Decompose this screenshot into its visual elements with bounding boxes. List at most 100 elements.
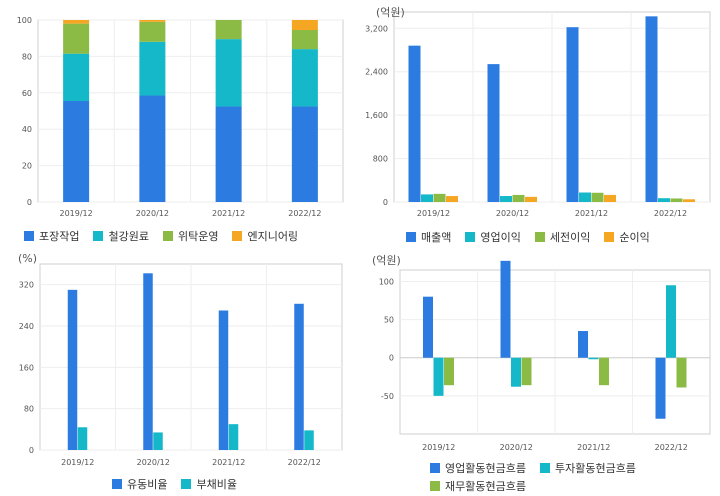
bar: [63, 20, 90, 24]
bar: [218, 310, 229, 450]
legend-swatch: [539, 463, 550, 473]
bar: [525, 196, 537, 202]
y-tick-label: 160: [19, 363, 34, 372]
y-tick-label: 100: [379, 277, 394, 286]
chart-ratios: (%) 0 80 160 240 320 2019/12 2020/12 2021/12 202…: [0, 252, 350, 496]
bar: [655, 357, 666, 419]
x-tick-label: 2021/12: [577, 443, 610, 452]
legend-label: 세전이익: [549, 231, 591, 244]
bar: [228, 424, 239, 450]
y-tick-label: 80: [22, 52, 32, 61]
bar: [591, 192, 604, 202]
x-tick-label: 2019/12: [61, 458, 94, 467]
y-tick-label: 800: [373, 155, 388, 164]
legend-swatch: [406, 232, 416, 242]
chart-business-mix: 0 20 40 60 80 100 2019/12 2020/12 2021/12 2022/12…: [10, 12, 345, 244]
legend-swatch: [162, 231, 173, 241]
legend-item: 영업이익: [465, 229, 521, 245]
y-tick-label: 60: [22, 89, 32, 98]
legend-item: 영업활동현금흐름: [430, 460, 526, 476]
y-tick-label: -50: [381, 392, 394, 401]
bar: [77, 427, 88, 450]
legend-label: 순이익: [619, 231, 650, 244]
legend-swatch: [604, 232, 615, 242]
legend-ratios: 유동비율 부채비율: [112, 476, 237, 492]
bar: [139, 20, 166, 22]
legend-business-mix: 포장작업 철강원료 위탁운영 엔지니어링: [24, 228, 298, 244]
bar: [215, 106, 242, 202]
bar: [139, 21, 166, 42]
chart-income-svg: 0 800 1,600 2,400 3,200 2019/12 2020/12 2021/12…: [365, 11, 711, 218]
bar: [291, 20, 318, 31]
x-tick-label: 2022/12: [288, 458, 321, 467]
bar: [215, 20, 242, 40]
x-tick-label: 2022/12: [654, 209, 687, 218]
chart-business-mix-svg: 0 20 40 60 80 100 2019/12 2020/12 2021/12 2022/12: [17, 16, 344, 218]
x-tick-label: 2019/12: [422, 443, 455, 452]
unit-label-income: (억원): [376, 6, 405, 19]
legend-label: 철강원료: [108, 230, 149, 243]
y-tick-label: 80: [24, 405, 34, 414]
x-tick-label: 2020/12: [137, 458, 170, 467]
bar: [446, 196, 458, 202]
bar: [670, 198, 683, 202]
unit-label-cashflow: (억원): [372, 254, 401, 267]
legend-item: 철강원료: [93, 228, 149, 244]
legend-item: 유동비율: [112, 476, 167, 492]
bar: [291, 30, 318, 50]
y-tick-label: 1,600: [365, 111, 388, 120]
chart-income: (억원) 0 800 1,600 2,400 3,200 2019/12 2020/12 20…: [362, 0, 712, 245]
bar: [512, 194, 525, 202]
y-tick-label: 100: [17, 16, 32, 25]
bar: [579, 192, 591, 202]
bar: [291, 106, 318, 202]
y-tick-label: 0: [383, 198, 388, 207]
bar: [63, 23, 90, 54]
legend-swatch: [534, 232, 545, 242]
y-tick-label: 0: [27, 198, 32, 207]
y-tick-label: 0: [389, 354, 394, 363]
legend-swatch: [93, 231, 104, 241]
bar: [578, 331, 588, 358]
legend-label: 투자활동현금흐름: [554, 462, 636, 475]
x-tick-label: 2022/12: [288, 209, 321, 218]
bar: [604, 194, 616, 202]
legend-swatch: [430, 481, 440, 491]
bar: [666, 285, 676, 358]
legend-label: 위탁운영: [177, 230, 219, 243]
y-tick-label: 320: [19, 281, 34, 290]
bar: [143, 273, 153, 450]
bar: [63, 100, 90, 202]
bar: [683, 199, 695, 202]
y-tick-label: 3,200: [365, 24, 388, 33]
x-tick-label: 2022/12: [655, 443, 688, 452]
legend-label: 유동비율: [127, 478, 168, 491]
bar: [291, 49, 318, 107]
legend-item: 세전이익: [534, 229, 591, 245]
legend-label: 부채비율: [196, 478, 237, 491]
x-tick-label: 2019/12: [417, 209, 450, 218]
legend-item: 순이익: [604, 229, 650, 245]
legend-swatch: [181, 479, 192, 489]
legend-label: 매출액: [421, 231, 452, 244]
bar: [153, 432, 163, 450]
bar: [139, 41, 166, 96]
legend-item: 부채비율: [181, 476, 237, 492]
bar: [599, 357, 609, 386]
bar: [63, 53, 90, 101]
legend-label: 영업이익: [480, 231, 521, 244]
legend-item: 재무활동현금흐름: [430, 478, 526, 494]
x-tick-label: 2019/12: [60, 209, 93, 218]
chart-cashflow-svg: -50 0 50 100 2019/12 2020/12 2021/12 2022/12: [379, 260, 711, 452]
bar: [67, 289, 78, 450]
y-tick-label: 40: [22, 125, 32, 134]
unit-label-ratios: (%): [18, 252, 38, 265]
legend-label: 재무활동현금흐름: [445, 480, 526, 493]
x-tick-label: 2020/12: [496, 209, 529, 218]
bar: [444, 357, 454, 386]
bar: [487, 64, 500, 202]
x-tick-label: 2020/12: [136, 209, 169, 218]
y-tick-label: 50: [384, 316, 394, 325]
legend-swatch: [232, 231, 243, 241]
